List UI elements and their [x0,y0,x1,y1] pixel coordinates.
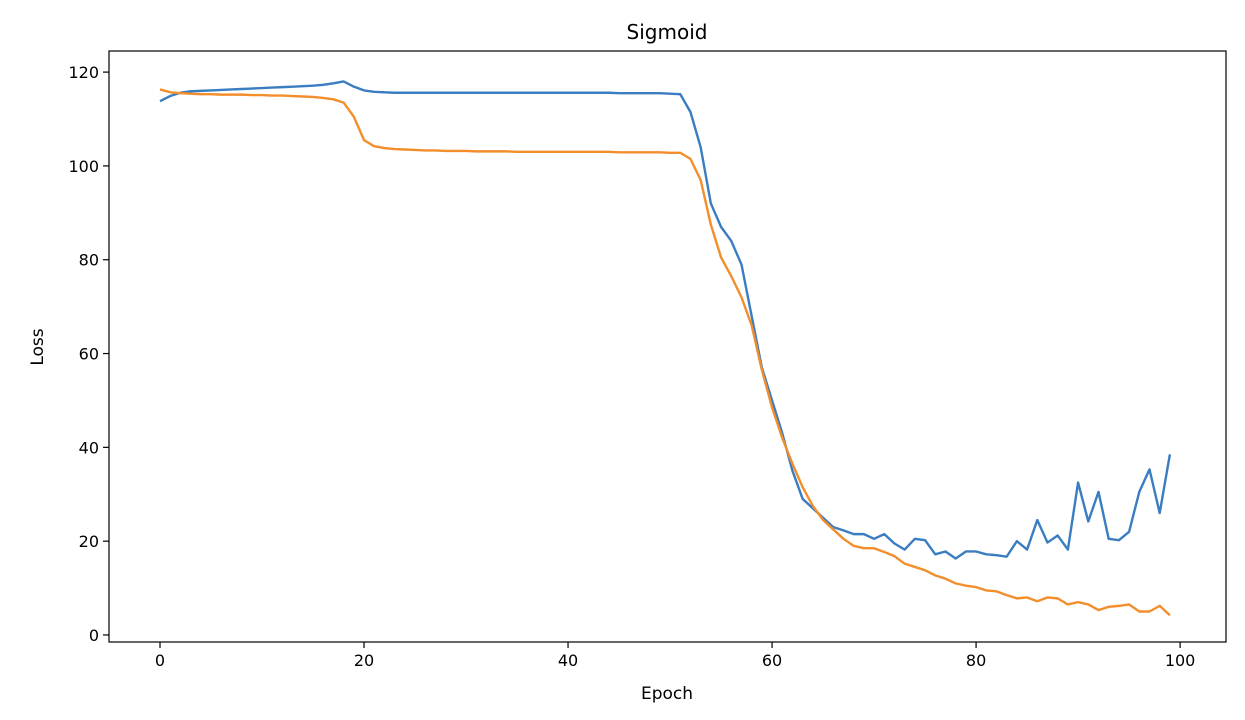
y-tick-label: 0 [89,626,99,645]
series-layer [159,80,1172,617]
x-tick-label: 100 [1165,651,1196,670]
y-tick-label: 100 [68,157,99,176]
x-tick-label: 0 [155,651,165,670]
x-axis-ticks: 0 20 40 60 80 100 [155,642,1195,670]
plot-frame [108,50,1227,643]
chart-title: Sigmoid [627,20,708,44]
y-tick-label: 60 [79,345,99,364]
series-line-1 [159,80,1172,560]
y-tick-label: 80 [79,251,99,270]
x-tick-label: 80 [966,651,986,670]
x-tick-label: 40 [558,651,578,670]
y-axis-ticks: 0 20 40 60 80 100 120 [68,63,109,645]
y-tick-label: 120 [68,63,99,82]
y-tick-label: 40 [79,438,99,457]
y-tick-label: 20 [79,532,99,551]
x-axis-label: Epoch [641,684,693,704]
plot-area: 0 20 40 60 80 100 0 20 40 60 80 100 120 [68,50,1227,670]
x-tick-label: 60 [762,651,782,670]
x-tick-label: 20 [354,651,374,670]
y-axis-label: Loss [28,328,48,365]
series-line-2 [159,88,1171,617]
